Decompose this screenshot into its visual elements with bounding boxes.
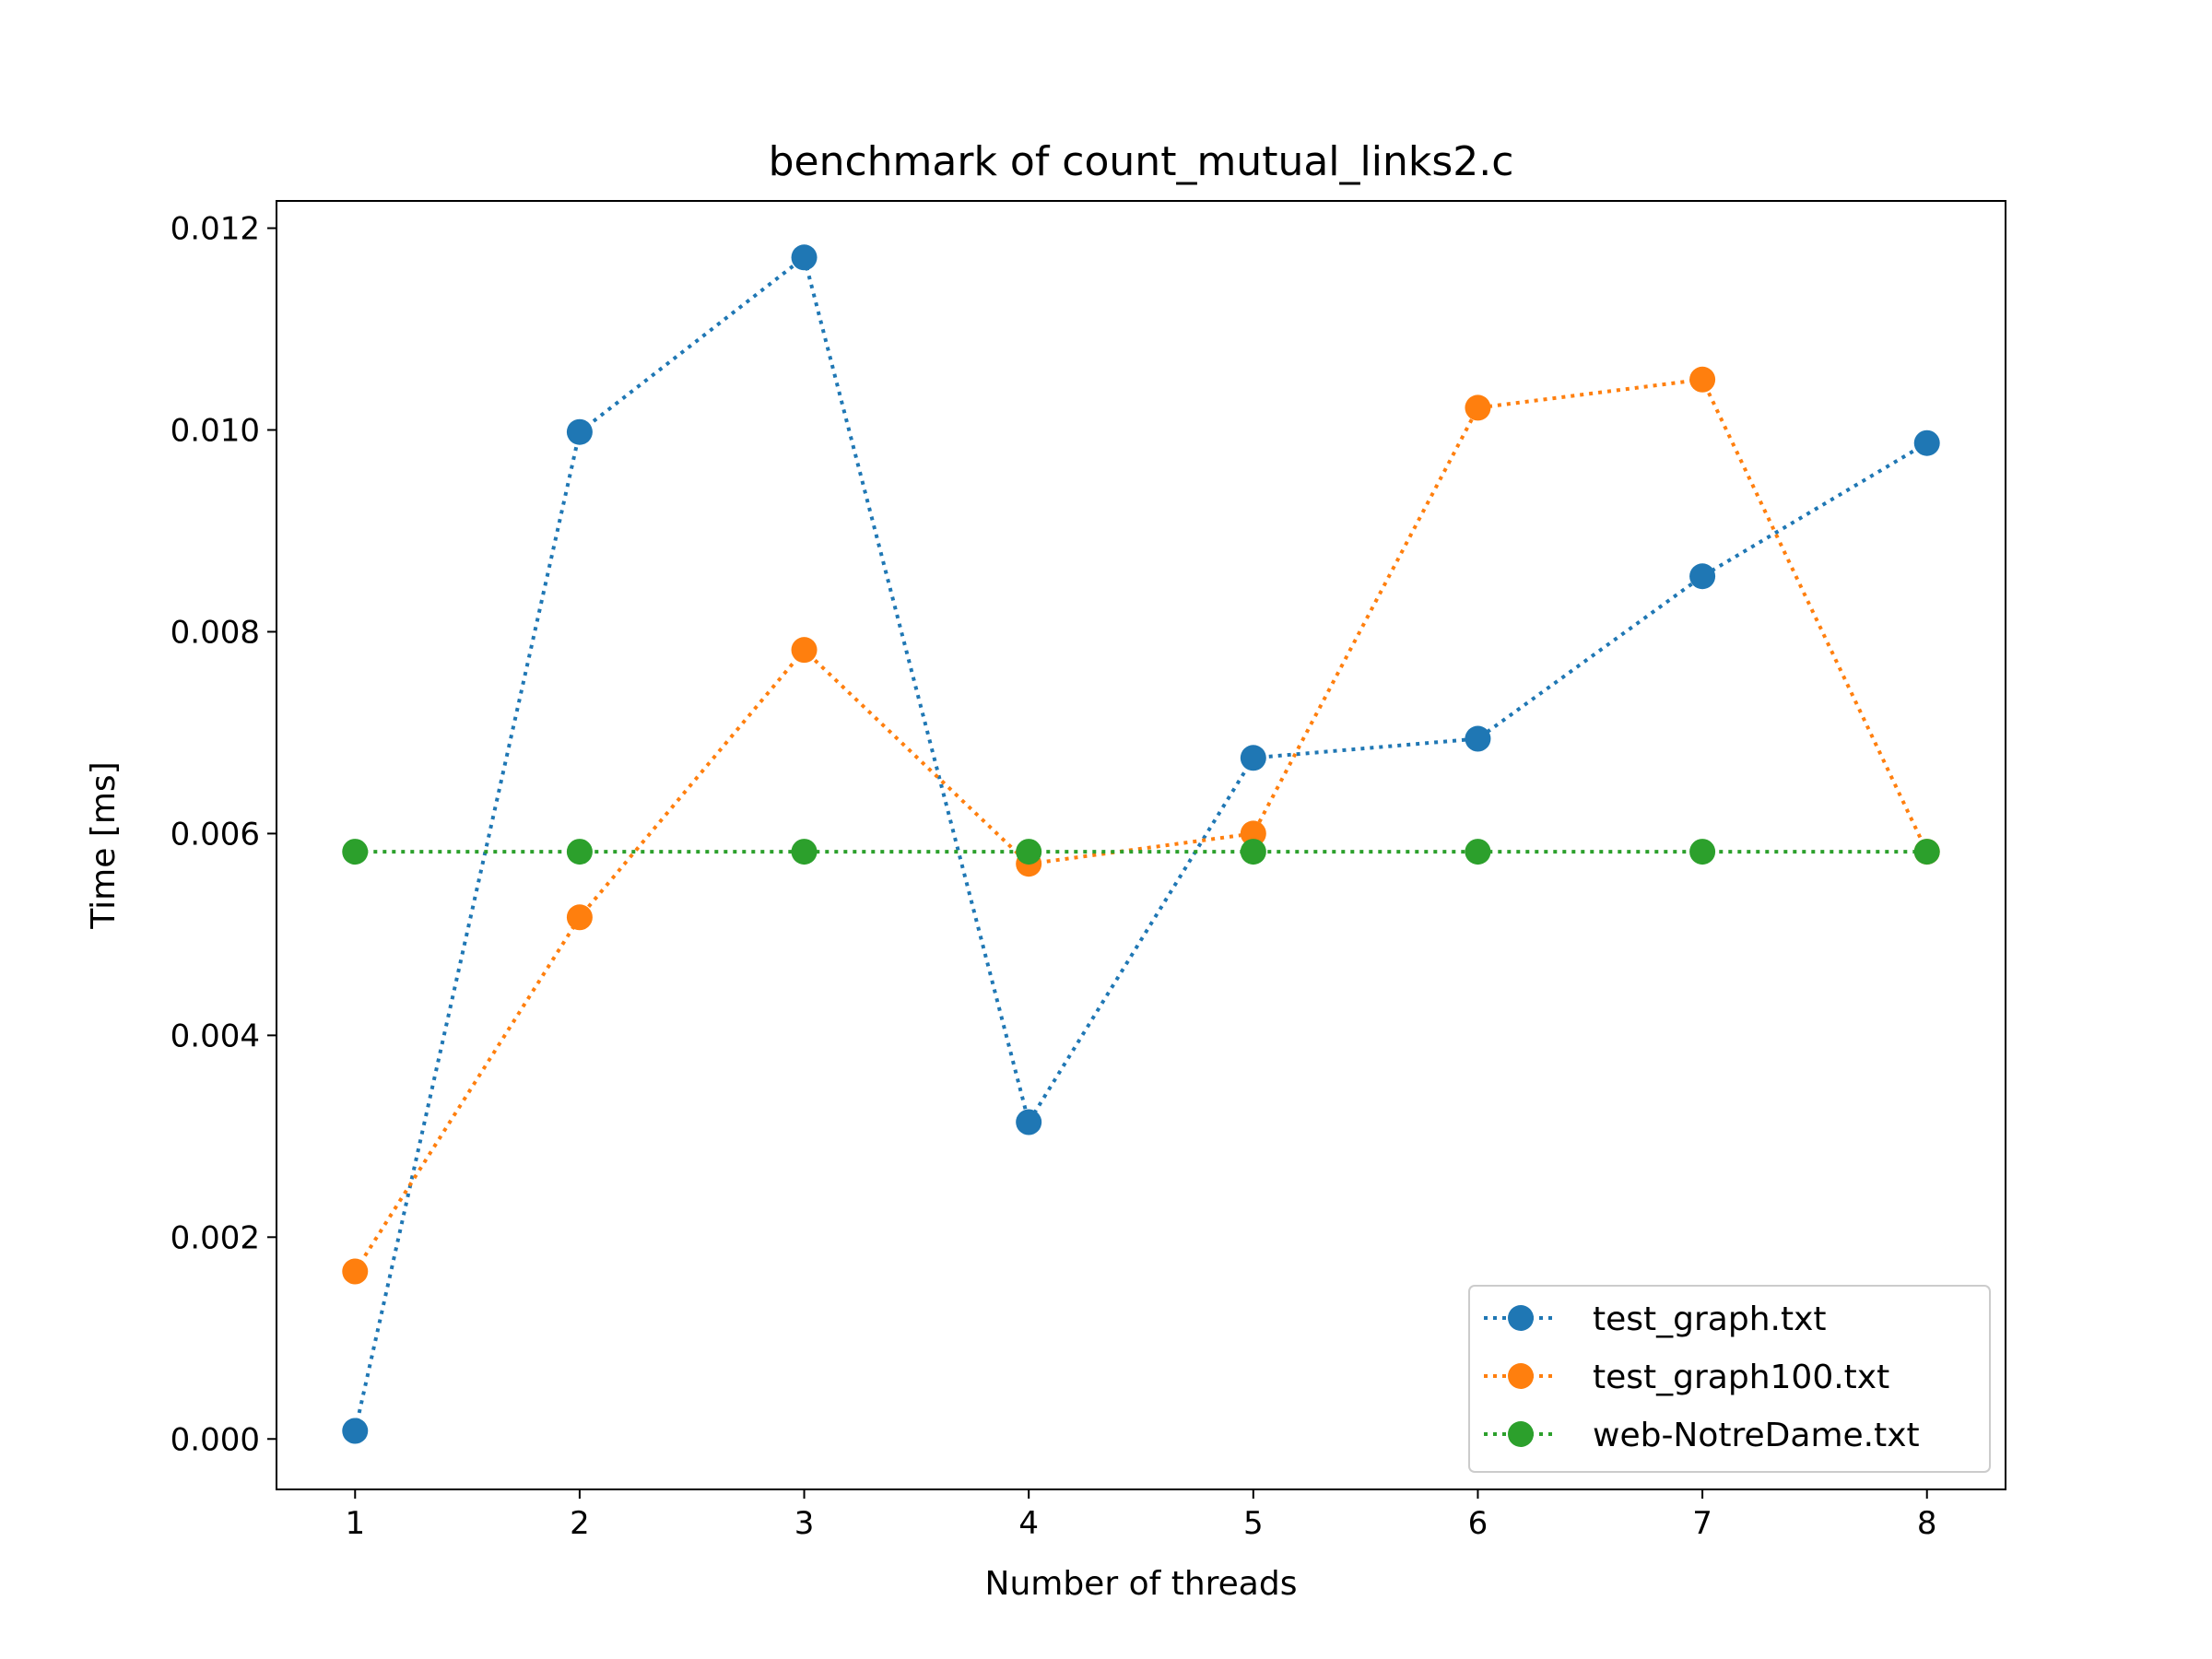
- series-0-point-7: [1913, 429, 1940, 456]
- legend-box: [1468, 1285, 1991, 1473]
- x-tick-label-2: 3: [794, 1505, 815, 1542]
- legend-entry-test-graph: test_graph.txt: [1484, 1300, 1827, 1338]
- series-2-point-6: [1689, 839, 1716, 865]
- series-line-0: [353, 253, 1928, 1431]
- x-tick-label-1: 2: [570, 1505, 590, 1542]
- series-0-point-6: [1689, 563, 1716, 590]
- x-axis-label: Number of threads: [985, 1565, 1298, 1603]
- plot-frame: [276, 200, 2006, 1490]
- legend-label-test-graph100: test_graph100.txt: [1593, 1359, 1889, 1396]
- series-1-point-0: [342, 1258, 369, 1285]
- series-2-point-3: [1016, 839, 1042, 865]
- series-0-point-1: [566, 418, 593, 445]
- x-axis: 1 2 3 4 5 6 7 8: [345, 1489, 1937, 1542]
- y-tick-label-2: 0.004: [171, 1018, 260, 1054]
- y-tick-label-1: 0.002: [171, 1219, 260, 1256]
- series-0-point-2: [791, 244, 818, 271]
- series-0-point-5: [1465, 725, 1491, 752]
- legend-entry-web-notredame: web-NotreDame.txt: [1484, 1417, 1920, 1454]
- series-1-point-4: [1240, 820, 1266, 847]
- legend-marker-test-graph: [1508, 1305, 1534, 1331]
- series-2-point-5: [1465, 839, 1491, 865]
- y-tick-label-4: 0.008: [171, 614, 260, 651]
- series-0-point-3: [1016, 1109, 1042, 1135]
- series-2-point-4: [1240, 839, 1266, 865]
- legend-marker-web-notredame: [1508, 1421, 1534, 1447]
- series-0-point-4: [1240, 745, 1266, 771]
- y-axis: 0.000 0.002 0.004 0.006 0.008 0.010 0.012: [171, 211, 276, 1458]
- legend-label-test-graph: test_graph.txt: [1593, 1300, 1827, 1338]
- x-tick-label-3: 4: [1018, 1505, 1039, 1542]
- series-1-point-6: [1689, 366, 1716, 393]
- y-tick-label-3: 0.006: [171, 816, 260, 853]
- chart-title: benchmark of count_mutual_links2.c: [769, 138, 1514, 185]
- legend: test_graph.txt test_graph100.txt web-Not…: [1468, 1285, 1991, 1473]
- x-tick-label-5: 6: [1468, 1505, 1488, 1542]
- legend-marker-test-graph100: [1508, 1363, 1534, 1389]
- series-1-point-2: [791, 637, 818, 664]
- series-line-1: [353, 377, 1929, 1273]
- y-tick-label-0: 0.000: [171, 1421, 260, 1458]
- series-2-point-7: [1913, 839, 1940, 865]
- series-0-point-0: [342, 1418, 369, 1444]
- series-1-point-1: [566, 904, 593, 931]
- x-tick-label-6: 7: [1692, 1505, 1712, 1542]
- series-2-point-0: [342, 839, 369, 865]
- y-tick-label-6: 0.012: [171, 211, 260, 248]
- plot-area: [342, 244, 1940, 1444]
- series-2-point-2: [791, 839, 818, 865]
- x-tick-label-0: 1: [345, 1505, 365, 1542]
- legend-label-web-notredame: web-NotreDame.txt: [1593, 1417, 1920, 1454]
- x-tick-label-4: 5: [1243, 1505, 1264, 1542]
- series-2-point-1: [566, 839, 593, 865]
- y-tick-label-5: 0.010: [171, 413, 260, 450]
- series-1-point-5: [1465, 394, 1491, 421]
- y-axis-label: Time [ms]: [85, 761, 123, 929]
- x-tick-label-7: 8: [1917, 1505, 1937, 1542]
- legend-entry-test-graph100: test_graph100.txt: [1484, 1359, 1889, 1396]
